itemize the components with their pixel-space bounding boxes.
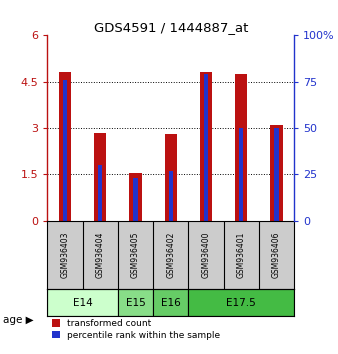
- Bar: [239, 128, 243, 221]
- Text: E14: E14: [73, 298, 93, 308]
- Bar: [133, 178, 138, 221]
- Bar: [59, 73, 71, 221]
- Text: age ▶: age ▶: [3, 315, 34, 325]
- Text: E16: E16: [161, 298, 180, 308]
- Bar: [63, 80, 67, 221]
- Bar: [153, 289, 188, 316]
- Text: GSM936405: GSM936405: [131, 232, 140, 278]
- Bar: [118, 289, 153, 316]
- Bar: [165, 134, 177, 221]
- Bar: [200, 73, 212, 221]
- Bar: [274, 128, 279, 221]
- Text: E15: E15: [125, 298, 145, 308]
- Bar: [270, 125, 283, 221]
- Bar: [94, 133, 106, 221]
- Text: GSM936406: GSM936406: [272, 232, 281, 278]
- Title: GDS4591 / 1444887_at: GDS4591 / 1444887_at: [94, 21, 248, 34]
- Text: GSM936404: GSM936404: [96, 232, 105, 278]
- Bar: [169, 171, 173, 221]
- Bar: [188, 289, 294, 316]
- Text: GSM936403: GSM936403: [61, 232, 69, 278]
- Bar: [235, 74, 247, 221]
- Legend: transformed count, percentile rank within the sample: transformed count, percentile rank withi…: [52, 319, 220, 339]
- Bar: [47, 289, 118, 316]
- Text: GSM936402: GSM936402: [166, 232, 175, 278]
- Text: GSM936400: GSM936400: [201, 232, 211, 278]
- Text: E17.5: E17.5: [226, 298, 256, 308]
- Text: GSM936401: GSM936401: [237, 232, 246, 278]
- Bar: [98, 165, 102, 221]
- Bar: [204, 74, 208, 221]
- Bar: [129, 173, 142, 221]
